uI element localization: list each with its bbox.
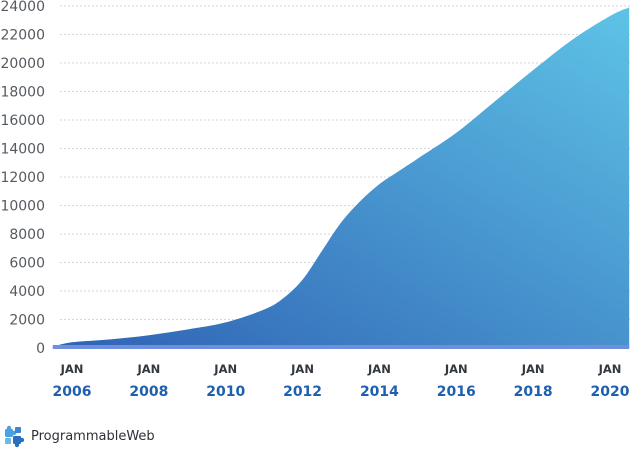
data-point <box>340 221 343 224</box>
data-point <box>493 100 496 103</box>
y-tick-label: 24000 <box>0 0 45 15</box>
data-point <box>378 183 381 186</box>
x-tick-year: 2008 <box>129 384 168 400</box>
brand-logo: ProgrammableWeb <box>2 423 155 449</box>
y-tick-label: 18000 <box>0 85 45 101</box>
y-tick-label: 8000 <box>9 227 45 243</box>
y-tick-label: 2000 <box>9 313 45 329</box>
y-axis: 0 2000 4000 6000 8000 10000 12000 14000 16000 180… <box>0 0 45 357</box>
x-tick-month: JAN <box>598 362 622 376</box>
x-tick-month: JAN <box>444 362 468 376</box>
puzzle-piece-icon <box>5 425 25 448</box>
x-tick-year: 2018 <box>514 384 553 400</box>
data-point <box>416 157 419 160</box>
x-tick-year: 2010 <box>206 384 245 400</box>
x-tick-month: JAN <box>60 362 84 376</box>
area-series <box>52 7 630 349</box>
data-point <box>320 250 323 253</box>
x-tick-year: 2014 <box>360 384 399 400</box>
baseline-band <box>52 345 630 349</box>
data-point <box>224 321 227 324</box>
y-tick-label: 0 <box>36 341 45 357</box>
x-tick-year: 2020 <box>591 384 630 400</box>
x-tick-year: 2012 <box>283 384 322 400</box>
data-point <box>455 131 458 134</box>
x-tick-year: 2006 <box>53 384 92 400</box>
data-point <box>609 14 612 17</box>
y-tick-label: 20000 <box>0 56 45 72</box>
data-point <box>147 334 150 337</box>
area-fill <box>52 7 630 349</box>
data-point <box>570 39 573 42</box>
y-tick-label: 16000 <box>0 113 45 129</box>
x-tick-month: JAN <box>136 362 160 376</box>
brand-name: ProgrammableWeb <box>31 428 155 444</box>
data-point <box>397 170 400 173</box>
data-point <box>301 278 304 281</box>
y-tick-label: 4000 <box>9 284 45 300</box>
data-point <box>359 200 362 203</box>
y-tick-label: 22000 <box>0 28 45 44</box>
data-point <box>532 69 535 72</box>
y-tick-label: 12000 <box>0 170 45 186</box>
x-axis: JAN 2006 JAN 2008 JAN 2010 JAN 2012 JAN 2014 JAN 20… <box>53 362 630 400</box>
data-point <box>282 297 285 300</box>
x-tick-month: JAN <box>521 362 545 376</box>
y-tick-label: 10000 <box>0 199 45 215</box>
data-point <box>186 328 189 331</box>
x-tick-year: 2016 <box>437 384 476 400</box>
x-tick-month: JAN <box>290 362 314 376</box>
y-tick-label: 14000 <box>0 142 45 158</box>
y-tick-label: 6000 <box>9 256 45 272</box>
data-point <box>109 338 112 341</box>
x-tick-month: JAN <box>367 362 391 376</box>
x-tick-month: JAN <box>213 362 237 376</box>
data-point <box>263 308 266 311</box>
data-point <box>71 341 74 344</box>
